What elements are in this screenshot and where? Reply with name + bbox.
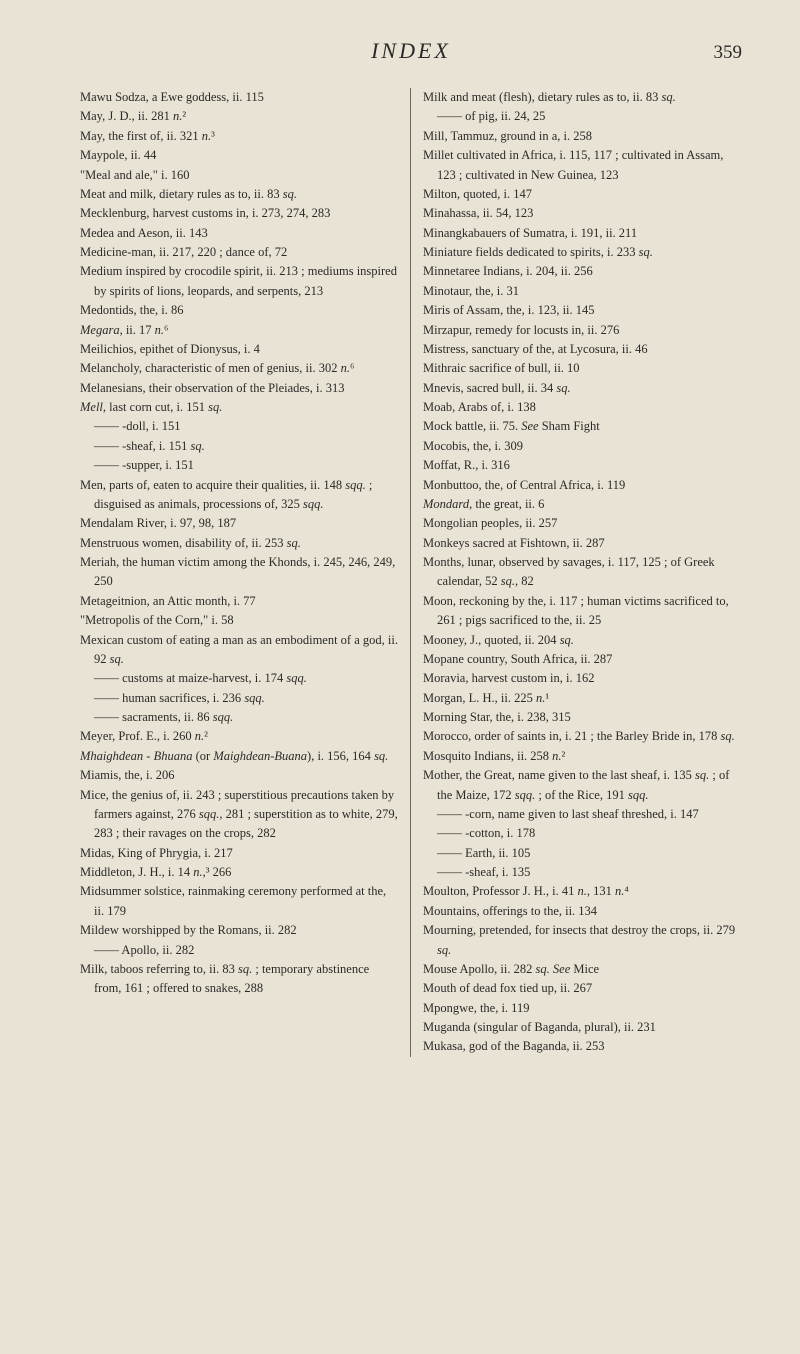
index-columns: Mawu Sodza, a Ewe goddess, ii. 115May, J… [80,88,742,1057]
index-entry: Mexican custom of eating a man as an emb… [80,631,398,670]
index-entry: Medium inspired by crocodile spirit, ii.… [80,262,398,301]
index-entry: Mondard, the great, ii. 6 [423,495,742,514]
index-entry: Mistress, sanctuary of the, at Lycosura,… [423,340,742,359]
index-entry: Muganda (singular of Baganda, plural), i… [423,1018,742,1037]
index-entry: Mooney, J., quoted, ii. 204 sq. [423,631,742,650]
page-header: INDEX 359 [80,38,742,64]
index-entry: Milk and meat (flesh), dietary rules as … [423,88,742,107]
index-entry: Milk, taboos referring to, ii. 83 sq. ; … [80,960,398,999]
index-entry: Midas, King of Phrygia, i. 217 [80,844,398,863]
index-entry: Minahassa, ii. 54, 123 [423,204,742,223]
index-entry: Meyer, Prof. E., i. 260 n.² [80,727,398,746]
index-entry: Mhaighdean - Bhuana (or Maighdean-Buana)… [80,747,398,766]
index-entry: Meat and milk, dietary rules as to, ii. … [80,185,398,204]
index-entry: Medea and Aeson, ii. 143 [80,224,398,243]
index-entry: Mongolian peoples, ii. 257 [423,514,742,533]
index-entry: Mnevis, sacred bull, ii. 34 sq. [423,379,742,398]
index-entry: Miniature fields dedicated to spirits, i… [423,243,742,262]
index-entry: Miris of Assam, the, i. 123, ii. 145 [423,301,742,320]
index-entry: —— customs at maize-harvest, i. 174 sqq. [80,669,398,688]
index-entry: Metageitnion, an Attic month, i. 77 [80,592,398,611]
index-entry: Millet cultivated in Africa, i. 115, 117… [423,146,742,185]
index-entry: May, J. D., ii. 281 n.² [80,107,398,126]
index-entry: —— -cotton, i. 178 [423,824,742,843]
index-entry: Milton, quoted, i. 147 [423,185,742,204]
index-entry: Mpongwe, the, i. 119 [423,999,742,1018]
left-column: Mawu Sodza, a Ewe goddess, ii. 115May, J… [80,88,411,1057]
index-entry: —— -supper, i. 151 [80,456,398,475]
index-entry: Melanesians, their observation of the Pl… [80,379,398,398]
index-entry: Mirzapur, remedy for locusts in, ii. 276 [423,321,742,340]
index-entry: Mountains, offerings to the, ii. 134 [423,902,742,921]
index-entry: Mecklenburg, harvest customs in, i. 273,… [80,204,398,223]
index-entry: Mukasa, god of the Baganda, ii. 253 [423,1037,742,1056]
index-entry: —— -sheaf, i. 135 [423,863,742,882]
index-entry: Mouth of dead fox tied up, ii. 267 [423,979,742,998]
index-entry: May, the first of, ii. 321 n.³ [80,127,398,146]
index-entry: Minnetaree Indians, i. 204, ii. 256 [423,262,742,281]
index-entry: Mell, last corn cut, i. 151 sq. [80,398,398,417]
index-entry: —— human sacrifices, i. 236 sqq. [80,689,398,708]
index-entry: Months, lunar, observed by savages, i. 1… [423,553,742,592]
index-entry: Monbuttoo, the, of Central Africa, i. 11… [423,476,742,495]
index-entry: Moon, reckoning by the, i. 117 ; human v… [423,592,742,631]
index-entry: Mourning, pretended, for insects that de… [423,921,742,960]
index-entry: Medontids, the, i. 86 [80,301,398,320]
index-entry: Morgan, L. H., ii. 225 n.¹ [423,689,742,708]
index-entry: Maypole, ii. 44 [80,146,398,165]
index-entry: Mendalam River, i. 97, 98, 187 [80,514,398,533]
index-entry: Mithraic sacrifice of bull, ii. 10 [423,359,742,378]
index-entry: Mice, the genius of, ii. 243 ; superstit… [80,786,398,844]
index-entry: —— of pig, ii. 24, 25 [423,107,742,126]
index-entry: —— Earth, ii. 105 [423,844,742,863]
index-entry: Mouse Apollo, ii. 282 sq. See Mice [423,960,742,979]
page-number: 359 [714,42,743,64]
index-entry: —— -sheaf, i. 151 sq. [80,437,398,456]
index-entry: Menstruous women, disability of, ii. 253… [80,534,398,553]
index-entry: Morning Star, the, i. 238, 315 [423,708,742,727]
header-title: INDEX [371,38,451,64]
index-entry: Mosquito Indians, ii. 258 n.² [423,747,742,766]
index-entry: Mock battle, ii. 75. See Sham Fight [423,417,742,436]
index-entry: Mopane country, South Africa, ii. 287 [423,650,742,669]
index-entry: Minangkabauers of Sumatra, i. 191, ii. 2… [423,224,742,243]
index-entry: Middleton, J. H., i. 14 n.,³ 266 [80,863,398,882]
index-entry: Melancholy, characteristic of men of gen… [80,359,398,378]
index-entry: Midsummer solstice, rainmaking ceremony … [80,882,398,921]
index-entry: Meilichios, epithet of Dionysus, i. 4 [80,340,398,359]
index-entry: Megara, ii. 17 n.⁶ [80,321,398,340]
index-entry: Minotaur, the, i. 31 [423,282,742,301]
index-entry: —— sacraments, ii. 86 sqq. [80,708,398,727]
index-entry: Monkeys sacred at Fishtown, ii. 287 [423,534,742,553]
index-entry: Morocco, order of saints in, i. 21 ; the… [423,727,742,746]
index-entry: Moulton, Professor J. H., i. 41 n., 131 … [423,882,742,901]
index-entry: "Meal and ale," i. 160 [80,166,398,185]
index-entry: Mother, the Great, name given to the las… [423,766,742,805]
index-entry: Mildew worshipped by the Romans, ii. 282 [80,921,398,940]
index-entry: Mawu Sodza, a Ewe goddess, ii. 115 [80,88,398,107]
index-entry: Meriah, the human victim among the Khond… [80,553,398,592]
index-entry: —— Apollo, ii. 282 [80,941,398,960]
index-entry: Medicine-man, ii. 217, 220 ; dance of, 7… [80,243,398,262]
index-entry: Moravia, harvest custom in, i. 162 [423,669,742,688]
index-entry: Moab, Arabs of, i. 138 [423,398,742,417]
index-entry: Mill, Tammuz, ground in a, i. 258 [423,127,742,146]
index-entry: "Metropolis of the Corn," i. 58 [80,611,398,630]
index-entry: Miamis, the, i. 206 [80,766,398,785]
index-entry: Mocobis, the, i. 309 [423,437,742,456]
index-entry: —— -corn, name given to last sheaf thres… [423,805,742,824]
index-entry: Men, parts of, eaten to acquire their qu… [80,476,398,515]
index-entry: Moffat, R., i. 316 [423,456,742,475]
right-column: Milk and meat (flesh), dietary rules as … [411,88,742,1057]
index-entry: —— -doll, i. 151 [80,417,398,436]
